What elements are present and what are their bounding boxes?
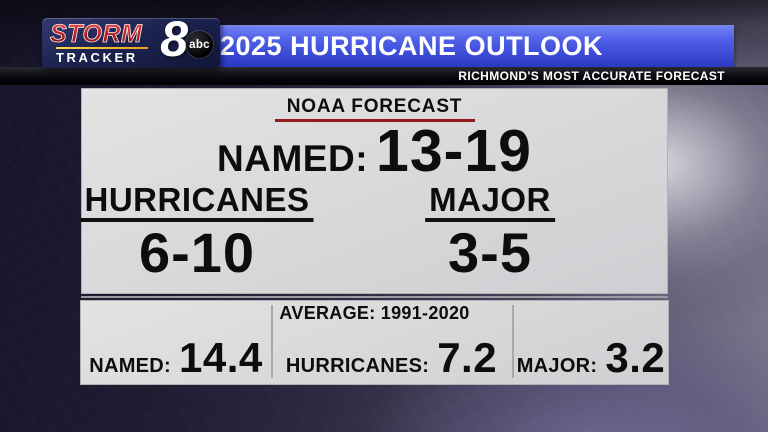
forecast-columns: HURRICANES 6-10 MAJOR 3-5 [80, 182, 667, 284]
tagline-strip: RICHMOND'S MOST ACCURATE FORECAST [0, 67, 768, 85]
hurricanes-column: HURRICANES 6-10 [80, 182, 314, 284]
noaa-forecast-panel: NOAA FORECAST NAMED: 13-19 HURRICANES 6-… [80, 88, 668, 294]
avg-hurricanes-cell: HURRICANES: 7.2 [271, 337, 512, 379]
major-value: 3-5 [448, 220, 532, 284]
major-label: MAJOR [425, 182, 555, 222]
hurricanes-label: HURRICANES [80, 182, 314, 222]
heading-underline-rule [274, 119, 475, 122]
panel-separator-line [81, 296, 668, 298]
avg-major-cell: MAJOR: 3.2 [512, 337, 670, 379]
averages-heading: AVERAGE: 1991-2020 [279, 303, 470, 323]
abc-network-icon: abc [186, 31, 213, 58]
cell-divider [271, 305, 273, 378]
cell-divider [512, 305, 514, 378]
logo-storm-text: STORM [50, 20, 143, 49]
logo-tracker-text: TRACKER [56, 50, 138, 65]
avg-hurricanes-label: HURRICANES: [285, 355, 430, 377]
named-value: 13-19 [376, 118, 532, 184]
avg-hurricanes-value: 7.2 [437, 334, 498, 381]
storm-tracker-logo: STORM TRACKER 8 abc [42, 14, 220, 68]
station-tagline: RICHMOND'S MOST ACCURATE FORECAST [458, 69, 725, 83]
avg-major-label: MAJOR: [516, 355, 598, 377]
major-column: MAJOR 3-5 [425, 182, 555, 284]
named-label: NAMED: [217, 138, 369, 179]
named-storms-row: NAMED: 13-19 [82, 122, 667, 181]
channel-8-numeral: 8 [160, 11, 188, 67]
avg-named-value: 14.4 [179, 334, 263, 381]
page-title: 2025 HURRICANE OUTLOOK [220, 31, 604, 61]
noaa-forecast-heading: NOAA FORECAST [286, 96, 463, 117]
avg-named-label: NAMED: [89, 355, 172, 377]
avg-named-cell: NAMED: 14.4 [81, 337, 271, 379]
hurricanes-value: 6-10 [138, 220, 256, 284]
averages-panel: AVERAGE: 1991-2020 NAMED: 14.4 HURRICANE… [80, 300, 669, 385]
avg-major-value: 3.2 [605, 334, 666, 381]
logo-underline-swoosh [55, 47, 149, 49]
